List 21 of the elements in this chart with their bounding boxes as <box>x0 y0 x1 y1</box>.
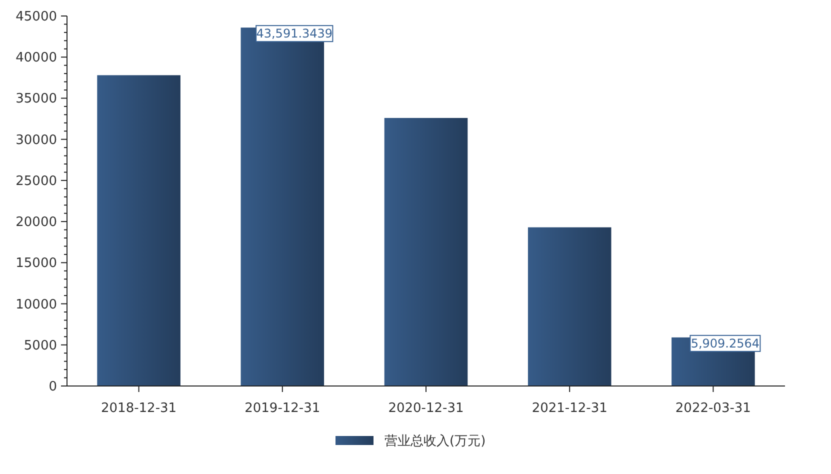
bar <box>528 227 612 386</box>
y-tick-label: 0 <box>48 380 57 394</box>
x-tick-label: 2022-03-31 <box>675 401 751 416</box>
x-tick-label: 2019-12-31 <box>244 401 320 416</box>
y-tick-label: 5000 <box>24 338 57 354</box>
y-tick-label: 45000 <box>16 10 57 24</box>
data-label: 43,591.3439 <box>256 26 333 41</box>
data-label: 5,909.2564 <box>690 336 760 350</box>
y-tick-label: 30000 <box>16 132 57 148</box>
bar <box>97 75 180 386</box>
y-tick-label: 20000 <box>16 215 57 230</box>
y-tick-label: 35000 <box>16 92 57 107</box>
legend-label: 营业总收入(万元) <box>384 434 486 449</box>
x-tick-label: 2020-12-31 <box>388 401 464 416</box>
y-tick-label: 40000 <box>16 50 57 66</box>
y-tick-label: 15000 <box>16 256 57 272</box>
x-tick-label: 2021-12-31 <box>532 401 608 416</box>
y-tick-label: 10000 <box>16 297 57 312</box>
y-tick-label: 25000 <box>16 174 57 189</box>
bar <box>384 118 468 386</box>
x-tick-label: 2018-12-31 <box>101 401 177 416</box>
